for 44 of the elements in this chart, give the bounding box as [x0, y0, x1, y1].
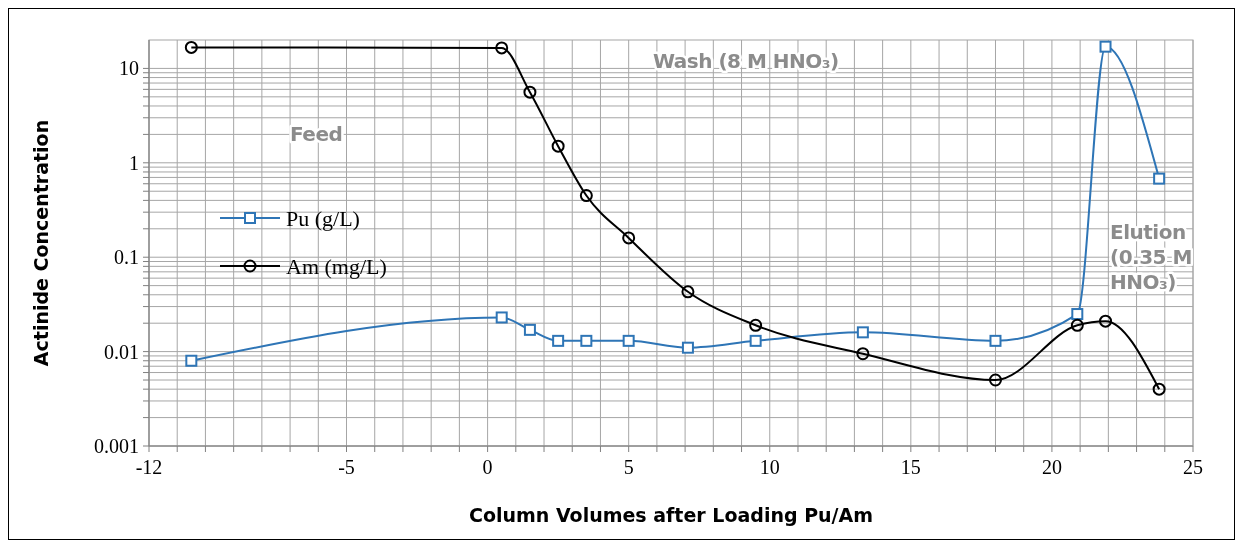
point — [495, 41, 509, 55]
point — [681, 285, 695, 299]
x-axis-title: Column Volumes after Loading Pu/Am — [468, 504, 874, 526]
x-tick-label: -5 — [338, 456, 355, 478]
point — [551, 139, 565, 153]
y-tick-label: 0.01 — [104, 340, 139, 363]
point — [1099, 314, 1113, 328]
point — [749, 318, 763, 332]
x-tick-label: -12 — [135, 456, 163, 478]
y-tick-label: 0.1 — [114, 246, 139, 269]
point — [622, 231, 636, 245]
point — [1099, 40, 1112, 53]
point — [552, 334, 565, 347]
annotation: Wash (8 M HNO₃) — [653, 49, 839, 73]
point — [523, 85, 537, 99]
point — [580, 334, 593, 347]
point — [622, 334, 635, 347]
point — [1153, 172, 1166, 185]
x-tick-label: 20 — [1041, 456, 1062, 478]
point — [749, 334, 762, 347]
x-tick-label: 25 — [1183, 456, 1203, 478]
point — [185, 354, 198, 367]
point — [495, 311, 508, 324]
legend-label: Am (mg/L) — [286, 253, 387, 279]
y-tick-label: 10 — [119, 57, 139, 80]
point — [1070, 318, 1084, 332]
point — [856, 326, 869, 339]
point — [184, 40, 198, 54]
point — [681, 341, 694, 354]
x-tick-label: 0 — [482, 456, 493, 478]
y-tick-label: 0.001 — [94, 435, 139, 457]
x-tick-label: 15 — [900, 456, 921, 478]
y-axis-title: Actinide Concentration — [30, 119, 52, 367]
point — [523, 323, 536, 336]
legend-label: Pu (g/L) — [286, 205, 360, 231]
point — [856, 347, 870, 361]
x-tick-label: 5 — [623, 456, 634, 478]
point — [1071, 308, 1084, 321]
x-tick-label: 10 — [759, 456, 780, 478]
point — [1152, 382, 1166, 396]
point — [988, 373, 1002, 387]
point — [579, 189, 593, 203]
y-tick-label: 1 — [129, 151, 139, 174]
point — [989, 334, 1002, 347]
